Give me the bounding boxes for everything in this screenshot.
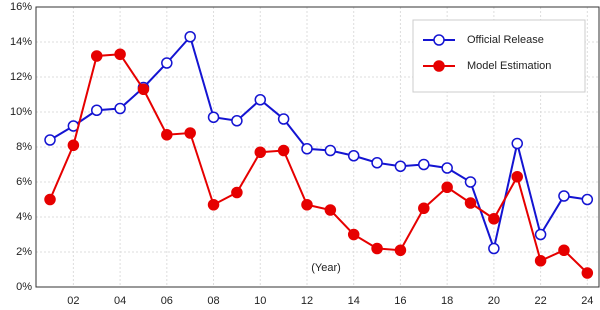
- point: [581, 267, 594, 279]
- point: [301, 199, 313, 211]
- point: [511, 171, 523, 183]
- point: [254, 146, 267, 158]
- y-tick-label: 6%: [16, 176, 32, 188]
- x-tick-label: 06: [161, 295, 173, 307]
- y-tick-label: 10%: [10, 106, 32, 118]
- x-tick-label: 10: [254, 295, 266, 307]
- point: [90, 50, 103, 62]
- x-tick-label: 20: [488, 295, 500, 307]
- point: [184, 127, 196, 139]
- point: [67, 139, 80, 151]
- plot-frame: [35, 6, 600, 288]
- point: [347, 228, 360, 241]
- point: [371, 157, 383, 169]
- point: [464, 197, 477, 209]
- point: [371, 242, 383, 255]
- point: [418, 202, 430, 214]
- y-tick-label: 8%: [16, 141, 32, 153]
- legend-marker: [433, 60, 445, 72]
- point: [581, 193, 594, 206]
- point: [441, 162, 453, 174]
- point: [184, 31, 196, 43]
- point: [277, 113, 290, 125]
- point: [488, 242, 500, 255]
- legend-label: Official Release: [467, 34, 544, 46]
- point: [534, 255, 547, 267]
- legend: Official Release Model Estimation: [412, 19, 586, 93]
- point: [161, 57, 173, 69]
- x-tick-label: 16: [394, 295, 406, 307]
- y-tick-label: 12%: [10, 71, 32, 83]
- point: [488, 213, 500, 225]
- point: [558, 244, 570, 256]
- point: [44, 193, 56, 206]
- point: [254, 94, 267, 106]
- point: [324, 204, 337, 216]
- point: [231, 115, 243, 127]
- point: [301, 143, 313, 155]
- legend-label: Model Estimation: [467, 60, 551, 72]
- point: [207, 111, 220, 123]
- annotation: (Year): [311, 262, 341, 274]
- point: [161, 129, 173, 141]
- point: [394, 160, 407, 172]
- point: [114, 102, 126, 115]
- y-tick-label: 4%: [16, 211, 32, 223]
- point: [394, 244, 407, 256]
- point: [137, 83, 150, 95]
- point: [347, 150, 360, 162]
- x-tick-label: 02: [67, 295, 79, 307]
- point: [534, 228, 547, 241]
- point: [277, 144, 290, 157]
- series-line: [49, 53, 589, 274]
- x-tick-label: 24: [581, 295, 593, 307]
- point: [114, 48, 126, 60]
- x-tick-label: 04: [114, 295, 126, 307]
- point: [558, 190, 570, 202]
- point: [44, 134, 56, 146]
- y-tick-label: 2%: [16, 246, 32, 258]
- x-tick-label: 22: [534, 295, 546, 307]
- point: [90, 104, 103, 116]
- legend-box: [412, 19, 586, 93]
- y-tick-label: 0%: [16, 281, 32, 293]
- point: [511, 137, 523, 150]
- x-tick-label: 18: [441, 295, 453, 307]
- y-tick-label: 16%: [10, 1, 32, 13]
- point: [464, 176, 477, 188]
- point: [231, 186, 243, 199]
- point: [207, 199, 220, 211]
- point: [324, 144, 337, 157]
- point: [418, 158, 430, 171]
- x-tick-label: 14: [348, 295, 360, 307]
- x-tick-label: 08: [207, 295, 219, 307]
- y-tick-label: 14%: [10, 36, 32, 48]
- x-tick-label: 12: [301, 295, 313, 307]
- point: [441, 181, 453, 193]
- legend-marker: [433, 34, 445, 46]
